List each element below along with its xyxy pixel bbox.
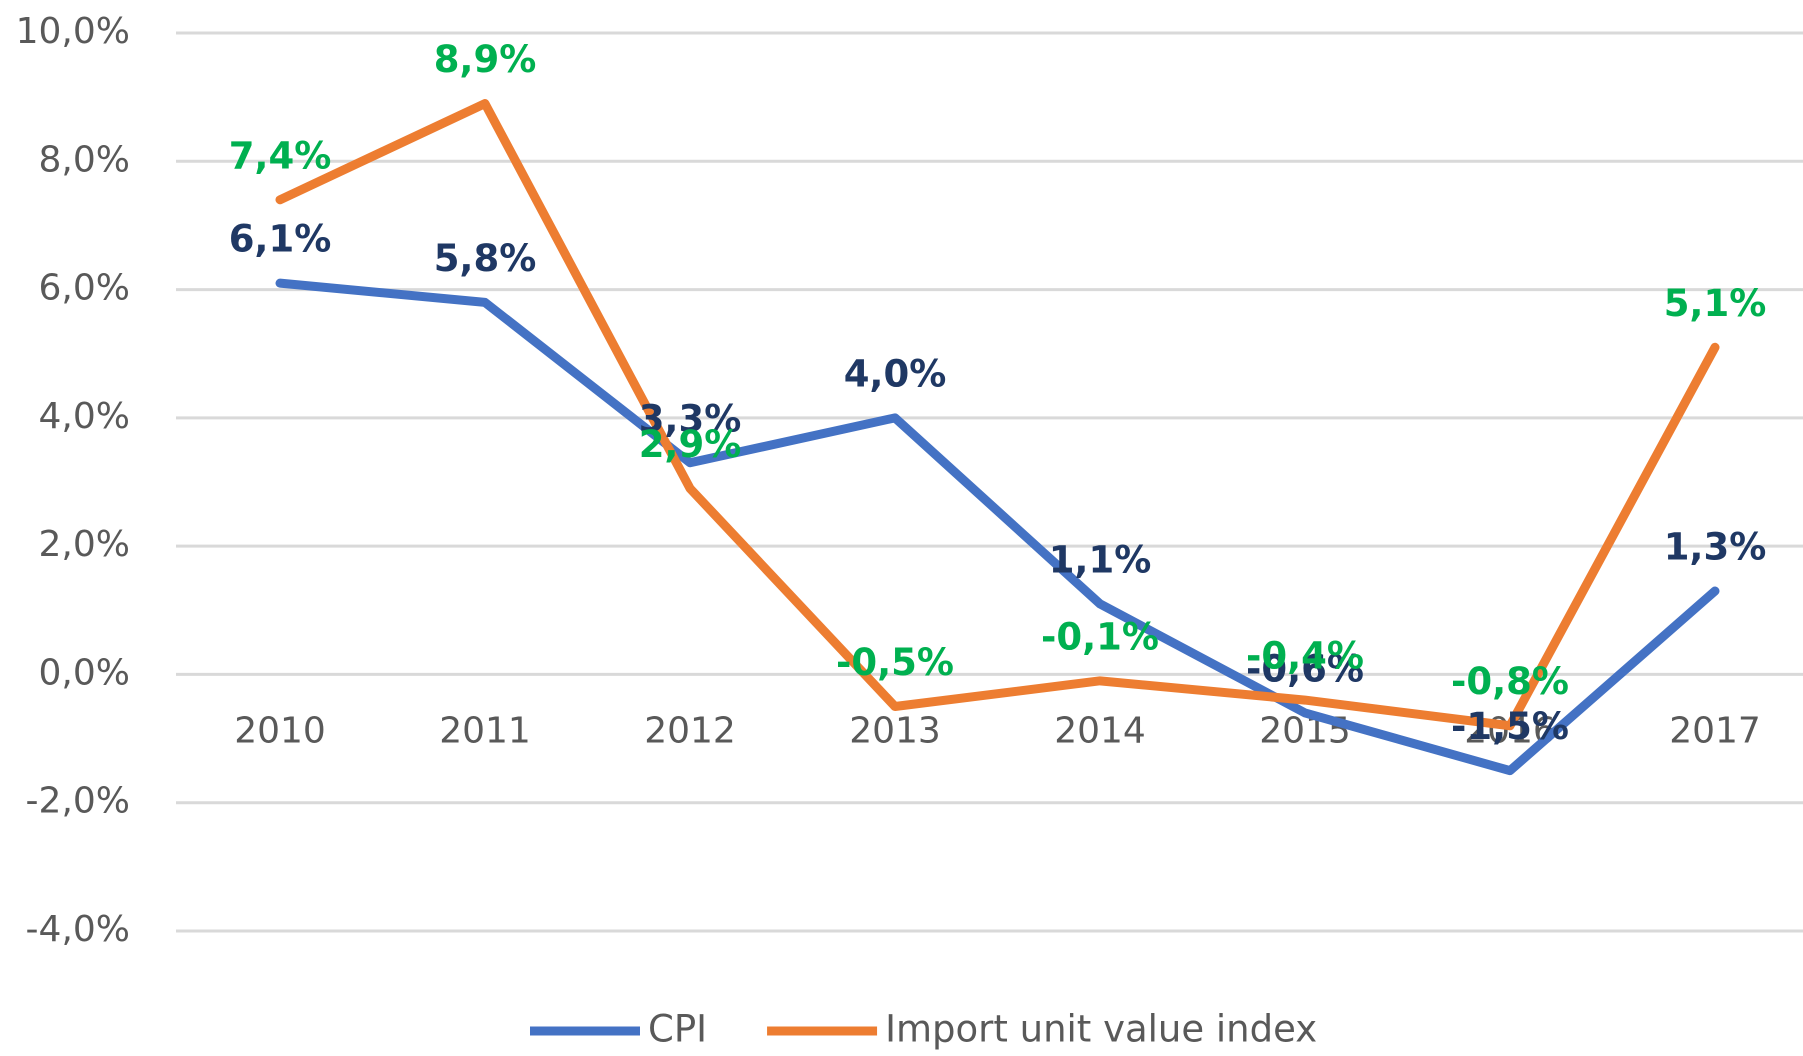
- data-label: 1,1%: [1049, 538, 1152, 581]
- y-tick-label: 0,0%: [39, 652, 130, 693]
- x-tick-label: 2011: [439, 710, 531, 751]
- series-line: [275, 99, 1720, 731]
- y-tick-label: -2,0%: [26, 781, 130, 822]
- data-label: -0,8%: [1451, 660, 1569, 703]
- y-tick-label: 6,0%: [39, 268, 130, 309]
- data-label: 5,8%: [434, 237, 537, 280]
- data-label: 1,3%: [1664, 526, 1767, 569]
- data-label: 6,1%: [229, 218, 332, 261]
- data-label: 8,9%: [434, 38, 537, 81]
- x-tick-label: 2010: [234, 710, 326, 751]
- legend-label: CPI: [648, 1008, 707, 1051]
- data-label: -1,5%: [1451, 705, 1569, 748]
- x-tick-label: 2012: [644, 710, 736, 751]
- y-tick-label: 4,0%: [39, 396, 130, 437]
- data-label: -0,6%: [1246, 647, 1364, 690]
- y-tick-label: 10,0%: [16, 11, 130, 52]
- data-label: -0,4%: [1246, 635, 1364, 678]
- data-label: 7,4%: [229, 134, 332, 177]
- data-label: 5,1%: [1664, 282, 1767, 325]
- x-tick-label: 2017: [1669, 710, 1761, 751]
- legend-label: Import unit value index: [885, 1008, 1317, 1051]
- data-label: 4,0%: [844, 352, 947, 395]
- data-label: -0,1%: [1041, 615, 1159, 658]
- data-label: 3,3%: [639, 397, 742, 440]
- data-label: 2,9%: [639, 423, 742, 466]
- y-tick-label: 2,0%: [39, 524, 130, 565]
- series-line: [275, 278, 1720, 776]
- data-label: -0,5%: [836, 641, 954, 684]
- x-tick-label: 2014: [1054, 710, 1146, 751]
- y-tick-label: -4,0%: [26, 909, 130, 950]
- x-tick-label: 2013: [849, 710, 941, 751]
- y-tick-label: 8,0%: [39, 139, 130, 180]
